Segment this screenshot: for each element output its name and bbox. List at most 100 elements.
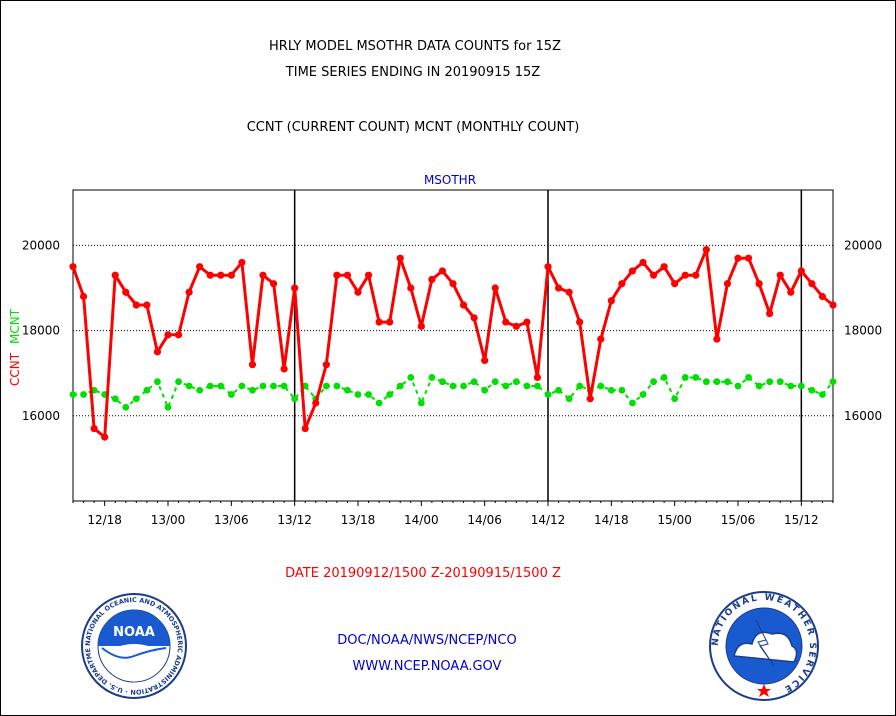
ccnt-point: [322, 361, 330, 369]
ccnt-point: [776, 271, 784, 279]
ccnt-point: [164, 331, 172, 339]
mcnt-point: [80, 391, 87, 398]
mcnt-point: [280, 382, 288, 390]
ccnt-point: [586, 395, 594, 403]
x-tick-label: 15/06: [721, 513, 756, 527]
ccnt-point: [576, 318, 584, 326]
ccnt-point: [143, 301, 151, 309]
mcnt-point: [196, 386, 204, 394]
ccnt-point: [808, 280, 816, 288]
mcnt-point: [534, 382, 541, 390]
ccnt-point: [459, 301, 468, 309]
ccnt-point: [407, 284, 415, 292]
ccnt-point: [132, 301, 140, 309]
x-tick-label: 13/00: [151, 513, 186, 527]
ccnt-point: [343, 271, 352, 279]
ccnt-point: [111, 271, 119, 279]
y-tick-label-right: 18000: [844, 324, 882, 338]
mcnt-point: [702, 378, 710, 386]
ccnt-point: [829, 301, 837, 309]
ccnt-point: [269, 280, 278, 288]
mcnt-point: [555, 386, 562, 394]
mcnt-point: [217, 382, 225, 390]
mcnt-point: [660, 374, 668, 381]
mcnt-point: [713, 378, 721, 386]
ccnt-point: [79, 292, 88, 301]
ccnt-point: [280, 365, 288, 373]
ccnt-point: [660, 263, 668, 271]
mcnt-point: [375, 399, 383, 407]
mcnt-point: [143, 386, 151, 394]
ccnt-point: [396, 254, 404, 262]
ccnt-point: [766, 309, 774, 318]
ccnt-point: [217, 271, 225, 279]
mcnt-point: [428, 374, 436, 381]
ccnt-point: [618, 280, 626, 288]
ccnt-point: [713, 335, 721, 343]
mcnt-point: [365, 391, 372, 398]
ccnt-point: [174, 331, 183, 339]
x-tick-label: 14/18: [594, 513, 629, 527]
y-tick-label-left: 18000: [22, 324, 60, 338]
mcnt-point: [544, 391, 552, 398]
mcnt-point: [259, 382, 267, 390]
mcnt-point: [270, 382, 277, 390]
mcnt-point: [333, 382, 341, 390]
ccnt-point: [238, 258, 246, 267]
ccnt-point: [438, 267, 447, 275]
ccnt-point: [744, 254, 753, 262]
ccnt-point: [533, 373, 542, 382]
mcnt-point: [512, 378, 520, 386]
ccnt-point: [671, 280, 679, 288]
mcnt-point: [650, 378, 657, 386]
mcnt-point: [154, 378, 161, 386]
mcnt-point: [470, 378, 478, 386]
ccnt-point: [607, 297, 615, 305]
mcnt-point: [322, 382, 330, 390]
mcnt-point: [175, 378, 182, 386]
mcnt-point: [249, 386, 256, 394]
mcnt-point: [745, 374, 752, 381]
y-tick-label-left: 20000: [22, 238, 60, 252]
ccnt-point: [649, 271, 658, 279]
ccnt-point: [554, 284, 563, 292]
mcnt-point: [122, 403, 130, 411]
mcnt-point: [132, 395, 140, 403]
ylabel-mcnt: MCNT: [8, 308, 22, 344]
ccnt-point: [818, 292, 827, 301]
panel-label: MSOTHR: [424, 173, 476, 187]
x-tick-label: 13/06: [214, 513, 249, 527]
x-tick-label: 13/12: [277, 513, 312, 527]
chart-title-line2: TIME SERIES ENDING IN 20190915 15Z: [285, 65, 541, 80]
ccnt-point: [301, 424, 309, 433]
date-range-label: DATE 20190912/1500 Z-20190915/1500 Z: [285, 566, 561, 581]
mcnt-point: [618, 386, 626, 394]
ccnt-point: [333, 271, 341, 279]
mcnt-point: [407, 374, 415, 381]
ccnt-point: [502, 318, 510, 326]
mcnt-point: [449, 382, 457, 390]
x-tick-label: 12/18: [87, 513, 122, 527]
ccnt-point: [797, 267, 805, 275]
ccnt-point: [90, 424, 98, 433]
y-tick-label-left: 16000: [22, 409, 60, 423]
ccnt-point: [681, 271, 689, 279]
mcnt-point: [755, 382, 763, 390]
mcnt-point: [291, 395, 299, 403]
mcnt-point: [766, 378, 774, 386]
mcnt-point: [776, 378, 784, 386]
mcnt-point: [829, 378, 837, 386]
ccnt-point: [364, 271, 373, 279]
ccnt-point: [312, 399, 320, 407]
mcnt-point: [565, 395, 573, 403]
ccnt-point: [417, 322, 425, 330]
mcnt-point: [491, 378, 499, 386]
ccnt-point: [491, 284, 499, 292]
mcnt-point: [344, 386, 351, 394]
ccnt-point: [597, 335, 605, 343]
ccnt-point: [734, 254, 742, 262]
ccnt-point: [206, 271, 214, 279]
x-tick-label: 14/00: [404, 513, 439, 527]
mcnt-point: [111, 395, 119, 403]
mcnt-point: [164, 403, 172, 411]
